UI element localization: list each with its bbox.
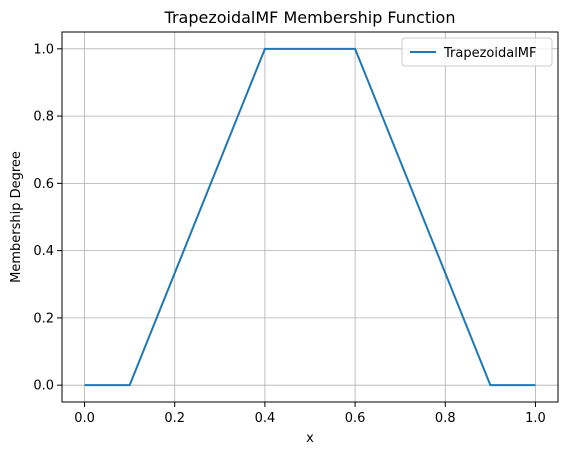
y-tick-label: 1.0 xyxy=(33,42,54,57)
legend: TrapezoidalMF xyxy=(401,37,553,67)
y-tick-label: 0.6 xyxy=(33,177,54,192)
y-tick-label: 0.2 xyxy=(33,311,54,326)
y-tick-label: 0.4 xyxy=(33,244,54,259)
x-tick-label: 1.0 xyxy=(525,411,546,426)
y-axis-label: Membership Degree xyxy=(9,151,24,283)
series-line-trapezoidalmf xyxy=(84,47,536,387)
grid-lines xyxy=(62,32,558,402)
x-tick-label: 0.4 xyxy=(255,411,276,426)
plot-area-frame xyxy=(61,31,559,403)
y-tick-label: 0.8 xyxy=(33,110,54,125)
chart-title: TrapezoidalMF Membership Function xyxy=(164,8,456,27)
series-layer xyxy=(84,47,536,387)
y-axis-ticks: 0.0 0.2 0.4 0.6 0.8 1.0 xyxy=(33,42,62,394)
x-tick-label: 0.8 xyxy=(435,411,456,426)
x-axis-label: x xyxy=(306,431,314,446)
x-tick-label: 0.2 xyxy=(164,411,185,426)
legend-label: TrapezoidalMF xyxy=(443,46,537,61)
legend-box xyxy=(401,37,553,67)
x-tick-label: 0.6 xyxy=(345,411,366,426)
y-tick-label: 0.0 xyxy=(33,379,54,394)
x-axis-ticks: 0.0 0.2 0.4 0.6 0.8 1.0 xyxy=(74,402,546,426)
x-tick-label: 0.0 xyxy=(74,411,95,426)
